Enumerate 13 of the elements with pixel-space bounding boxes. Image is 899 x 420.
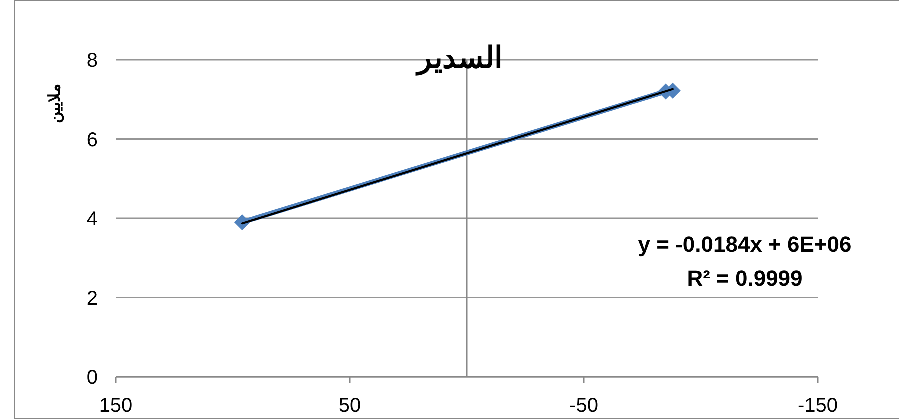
x-tick-label: -150 xyxy=(798,395,838,417)
y-tick-label: 6 xyxy=(86,129,98,152)
x-tick-label: 50 xyxy=(338,395,362,417)
y-tick-label: 2 xyxy=(86,288,98,310)
chart-title: السدير xyxy=(416,42,502,76)
annotation: R² = 0.9999 xyxy=(687,266,803,291)
y-tick-label: 4 xyxy=(86,208,98,230)
y-tick-label: 0 xyxy=(86,367,98,389)
y-tick-label: 8 xyxy=(86,50,98,72)
x-tick-label: 150 xyxy=(99,395,133,417)
y-axis-title: ملايين xyxy=(47,84,65,124)
x-tick-label: -50 xyxy=(570,395,598,417)
annotation: y = -0.0184x + 6E+06 xyxy=(638,232,852,257)
